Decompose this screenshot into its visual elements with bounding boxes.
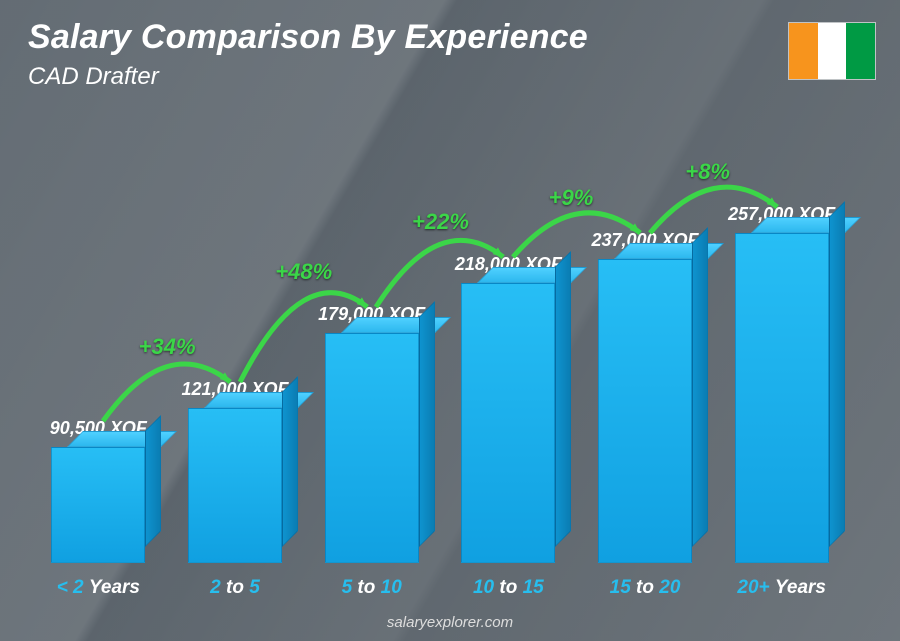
flag-stripe: [846, 23, 875, 79]
bar-column: 237,000 XOF: [577, 130, 714, 563]
x-tick-label: 2 to 5: [167, 577, 304, 599]
x-tick-label: 10 to 15: [440, 577, 577, 599]
bar: [51, 447, 145, 563]
x-axis: < 2 Years2 to 55 to 1010 to 1515 to 2020…: [30, 577, 850, 599]
bar: [188, 408, 282, 563]
x-tick-label: 20+ Years: [713, 577, 850, 599]
bar-side: [829, 201, 845, 547]
flag-stripe: [818, 23, 847, 79]
bar-column: 257,000 XOF: [713, 130, 850, 563]
title-block: Salary Comparison By Experience CAD Draf…: [28, 18, 588, 91]
delta-label: +9%: [549, 185, 594, 211]
delta-label: +22%: [412, 209, 469, 235]
bar-column: 179,000 XOF: [303, 130, 440, 563]
bar-front: [188, 408, 282, 563]
bar-front: [325, 333, 419, 563]
delta-label: +48%: [275, 259, 332, 285]
delta-label: +34%: [139, 334, 196, 360]
bar: [598, 259, 692, 563]
bar: [461, 283, 555, 563]
x-tick-label: < 2 Years: [30, 577, 167, 599]
bar-front: [735, 233, 829, 563]
bar-chart: 90,500 XOF121,000 XOF179,000 XOF218,000 …: [30, 130, 850, 563]
flag-stripe: [789, 23, 818, 79]
bar: [735, 233, 829, 563]
page-title: Salary Comparison By Experience: [28, 18, 588, 57]
footer-source: salaryexplorer.com: [0, 614, 900, 631]
bar-side: [282, 376, 298, 547]
bar-front: [461, 283, 555, 563]
bar-front: [51, 447, 145, 563]
bar: [325, 333, 419, 563]
bar-side: [419, 301, 435, 547]
infographic-stage: Salary Comparison By Experience CAD Draf…: [0, 0, 900, 641]
page-subtitle: CAD Drafter: [28, 63, 588, 91]
bar-side: [692, 227, 708, 547]
bar-side: [555, 251, 571, 547]
country-flag-icon: [788, 22, 876, 80]
delta-label: +8%: [685, 159, 730, 185]
x-tick-label: 5 to 10: [303, 577, 440, 599]
bar-front: [598, 259, 692, 563]
bar-side: [145, 415, 161, 547]
x-tick-label: 15 to 20: [577, 577, 714, 599]
